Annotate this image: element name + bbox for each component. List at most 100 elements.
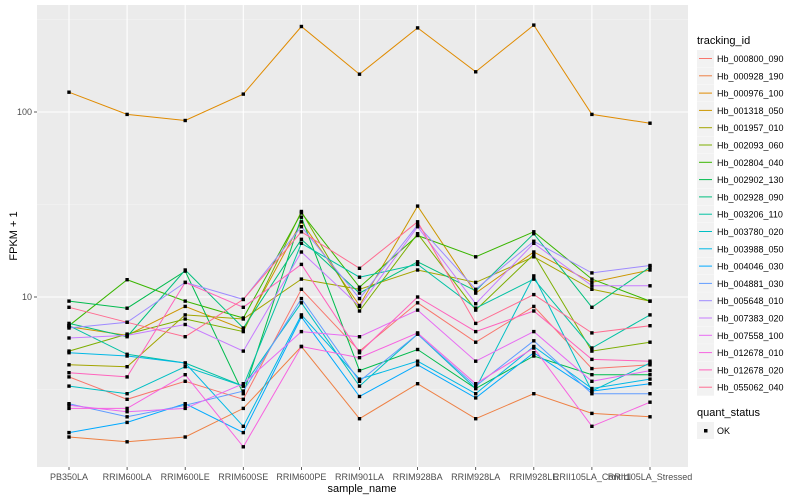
data-point	[299, 215, 304, 219]
data-point	[474, 302, 478, 306]
data-point	[474, 287, 478, 291]
data-point	[532, 239, 536, 243]
legend-label: Hb_001957_010	[717, 123, 784, 133]
data-point	[532, 339, 536, 343]
data-point	[648, 363, 652, 367]
data-point	[648, 268, 652, 272]
data-point	[415, 295, 420, 299]
data-point	[474, 417, 478, 421]
x-tick-label: RRIM928LA	[451, 472, 500, 482]
data-point	[67, 336, 71, 340]
data-point	[241, 389, 245, 393]
data-point	[590, 284, 594, 288]
data-point	[299, 313, 304, 317]
data-point	[648, 284, 652, 288]
y-tick-label: 100	[17, 107, 32, 117]
data-point	[183, 118, 187, 123]
data-point	[67, 305, 71, 309]
data-point	[241, 445, 245, 449]
data-point	[357, 275, 362, 279]
data-point	[532, 23, 536, 27]
data-point	[125, 306, 129, 310]
legend-label: Hb_003988_050	[717, 244, 784, 254]
data-point	[183, 373, 187, 377]
data-point	[357, 368, 362, 373]
data-point	[125, 333, 129, 338]
data-point	[299, 344, 304, 349]
data-point	[357, 384, 362, 388]
data-point	[241, 406, 245, 411]
data-point	[648, 340, 652, 344]
data-point	[357, 285, 362, 289]
data-point	[183, 361, 187, 365]
data-point	[183, 403, 187, 407]
data-point	[415, 233, 420, 238]
plot-panel	[37, 5, 688, 467]
legend2-title: quant_status	[697, 407, 760, 419]
data-point	[648, 373, 652, 377]
data-point	[241, 329, 245, 334]
x-tick-label: RRIM600LA	[103, 472, 152, 482]
data-point	[125, 397, 129, 401]
series-points	[67, 23, 652, 449]
data-point	[67, 351, 71, 355]
x-tick-label: PB350LA	[50, 472, 88, 482]
data-point	[241, 430, 245, 435]
data-point	[299, 241, 304, 245]
data-point	[67, 435, 71, 439]
data-point	[532, 392, 536, 396]
data-point	[474, 306, 478, 310]
data-point	[532, 351, 536, 355]
data-point	[648, 368, 652, 373]
data-point	[183, 304, 187, 309]
data-point	[590, 331, 594, 335]
data-point	[590, 277, 594, 281]
legend2-label: OK	[717, 426, 730, 436]
data-point	[590, 411, 594, 416]
data-point	[415, 347, 420, 352]
legend-label: Hb_004881_030	[717, 279, 784, 289]
data-point	[590, 357, 594, 362]
data-point	[183, 379, 187, 383]
data-point	[241, 326, 245, 330]
data-point	[67, 375, 71, 379]
data-point	[532, 304, 536, 309]
data-point	[532, 255, 536, 259]
data-point	[299, 220, 304, 224]
data-point	[241, 384, 245, 388]
data-point	[357, 417, 362, 421]
data-point	[183, 313, 187, 317]
data-point	[474, 70, 478, 74]
data-point	[590, 346, 594, 350]
legend-label: Hb_007383_020	[717, 314, 784, 324]
data-point	[474, 308, 478, 312]
data-point	[532, 277, 536, 281]
data-point	[648, 392, 652, 396]
data-point	[474, 382, 478, 386]
data-point	[590, 349, 594, 353]
data-point	[125, 365, 129, 369]
legend-label: Hb_002804_040	[717, 158, 784, 168]
data-point	[532, 230, 536, 234]
data-point	[415, 260, 420, 264]
legend-items: Hb_000800_090 Hb_000928_190 Hb_000976_100 H…	[697, 50, 784, 396]
data-point	[125, 392, 129, 396]
data-point	[648, 400, 652, 404]
data-point	[299, 277, 304, 281]
legend-label: Hb_000928_190	[717, 71, 784, 81]
data-point	[357, 296, 362, 301]
data-point	[299, 287, 304, 291]
x-tick-label: RRIM928LE	[509, 472, 558, 482]
y-axis-title: FPKM + 1	[8, 211, 20, 260]
legend-title: tracking_id	[697, 35, 750, 47]
data-point	[415, 331, 420, 335]
data-point	[67, 90, 71, 94]
legend-label: Hb_007558_100	[717, 331, 784, 341]
data-point	[357, 287, 362, 291]
data-point	[241, 424, 245, 428]
data-point	[474, 386, 478, 391]
legend-label: Hb_005648_010	[717, 296, 784, 306]
data-point	[415, 204, 420, 208]
legend2-key-point	[704, 429, 708, 433]
